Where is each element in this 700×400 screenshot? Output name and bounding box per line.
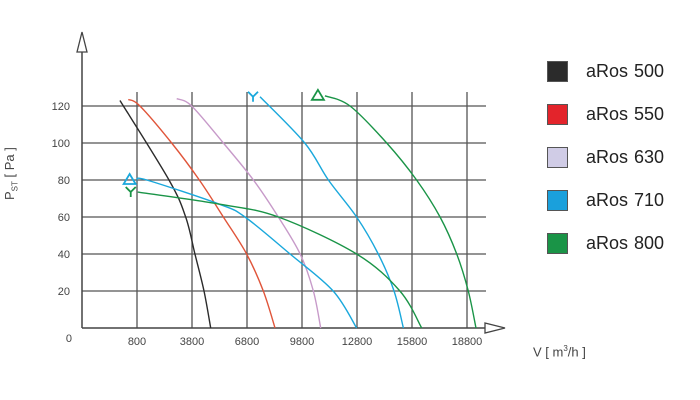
series-marker xyxy=(125,186,137,198)
legend-label: aRos 630 xyxy=(586,147,665,167)
x-tick-label: 6800 xyxy=(235,336,259,348)
x-tick-label: 18800 xyxy=(452,336,483,348)
x-tick-label: 9800 xyxy=(290,336,314,348)
x-axis-label: V [ m3/h ] xyxy=(533,344,586,360)
x-tick-label: 12800 xyxy=(342,336,373,348)
y-axis-arrow-icon xyxy=(76,31,88,53)
delta-marker-icon xyxy=(122,172,138,185)
y-tick-label: 20 xyxy=(58,286,70,298)
series-line xyxy=(119,100,212,329)
legend-label: aRos 800 xyxy=(586,233,665,253)
y-axis-label: PST [ Pa ] xyxy=(2,147,20,200)
legend: aRos 500 aRos 550 aRos 630 aRos 710 aRos 800 xyxy=(547,50,664,265)
legend-swatch xyxy=(547,233,568,254)
legend-item: aRos 630 xyxy=(547,136,664,179)
star-marker-icon xyxy=(247,91,259,102)
x-tick-label: 800 xyxy=(128,336,146,348)
legend-item: aRos 710 xyxy=(547,179,664,222)
series-line xyxy=(137,191,423,329)
legend-swatch xyxy=(547,61,568,82)
legend-item: aRos 800 xyxy=(547,222,664,265)
x-axis-arrow-icon xyxy=(484,322,506,334)
legend-swatch xyxy=(547,104,568,125)
y-tick-label: 60 xyxy=(58,212,70,224)
series-line xyxy=(324,95,477,329)
y-tick-label: 100 xyxy=(52,138,70,150)
y-tick-label: 80 xyxy=(58,175,70,187)
legend-item: aRos 500 xyxy=(547,50,664,93)
series-marker xyxy=(122,172,138,185)
series-marker xyxy=(247,91,259,102)
series-line xyxy=(136,177,358,329)
y-tick-label: 40 xyxy=(58,249,70,261)
delta-marker-icon xyxy=(310,88,326,101)
series-line xyxy=(176,97,322,329)
legend-label: aRos 500 xyxy=(586,61,665,81)
legend-label: aRos 550 xyxy=(586,104,665,124)
y-tick-label: 120 xyxy=(52,101,70,113)
x-tick-label: 3800 xyxy=(180,336,204,348)
series-marker xyxy=(310,88,326,101)
series-line xyxy=(259,96,405,329)
legend-label: aRos 710 xyxy=(586,190,665,210)
legend-item: aRos 550 xyxy=(547,93,664,136)
x-tick-label: 15800 xyxy=(397,336,428,348)
star-marker-icon xyxy=(125,186,137,198)
legend-swatch xyxy=(547,190,568,211)
series-line xyxy=(127,98,276,329)
legend-swatch xyxy=(547,147,568,168)
y-tick-label: 0 xyxy=(66,333,72,345)
